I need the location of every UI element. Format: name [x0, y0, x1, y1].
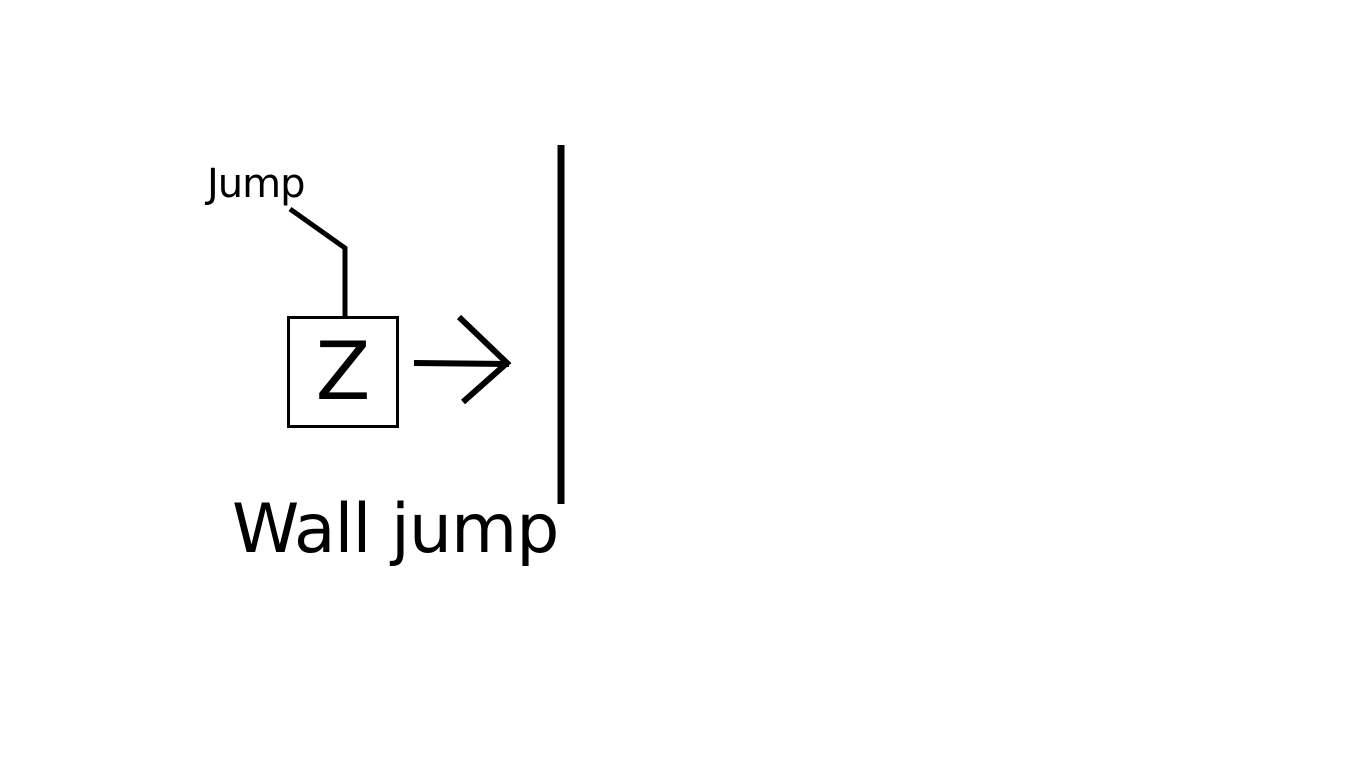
z-key-letter: Z — [315, 325, 371, 418]
leader-line-icon — [288, 206, 348, 316]
jump-label: Jump — [207, 161, 306, 207]
z-key: Z — [287, 316, 399, 428]
diagram-caption: Wall jump — [232, 490, 559, 569]
right-arrow-icon — [413, 314, 512, 405]
